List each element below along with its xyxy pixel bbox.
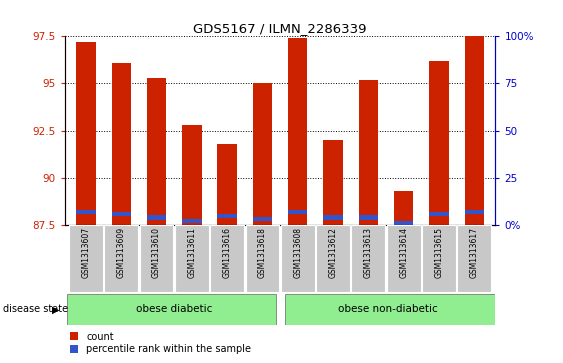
Bar: [76, 210, 96, 214]
Text: disease state: disease state: [3, 305, 68, 314]
Text: GSM1313612: GSM1313612: [329, 227, 338, 278]
Title: GDS5167 / ILMN_2286339: GDS5167 / ILMN_2286339: [193, 22, 367, 35]
Bar: [182, 125, 202, 225]
Text: obese non-diabetic: obese non-diabetic: [338, 305, 437, 314]
Bar: [387, 225, 421, 292]
Bar: [464, 36, 484, 225]
Bar: [288, 210, 307, 214]
Bar: [147, 215, 166, 220]
Bar: [217, 144, 237, 225]
Text: GSM1313607: GSM1313607: [82, 227, 91, 278]
Legend: count, percentile rank within the sample: count, percentile rank within the sample: [70, 331, 251, 355]
Bar: [111, 63, 131, 225]
Text: GSM1313610: GSM1313610: [152, 227, 161, 278]
Bar: [140, 225, 173, 292]
Bar: [394, 221, 413, 225]
Bar: [429, 212, 449, 216]
Bar: [245, 225, 279, 292]
Bar: [359, 80, 378, 225]
Bar: [359, 215, 378, 220]
Bar: [281, 225, 315, 292]
Bar: [351, 225, 385, 292]
Text: GSM1313609: GSM1313609: [117, 227, 126, 278]
Bar: [104, 225, 138, 292]
Text: GSM1313618: GSM1313618: [258, 227, 267, 278]
Bar: [285, 294, 495, 325]
Text: GSM1313611: GSM1313611: [187, 227, 196, 278]
Text: obese diabetic: obese diabetic: [136, 305, 212, 314]
Bar: [422, 225, 456, 292]
Text: GSM1313608: GSM1313608: [293, 227, 302, 278]
Text: GSM1313614: GSM1313614: [399, 227, 408, 278]
Bar: [457, 225, 491, 292]
Bar: [253, 83, 272, 225]
Bar: [394, 191, 413, 225]
Bar: [69, 225, 103, 292]
Bar: [323, 215, 343, 220]
Bar: [175, 225, 209, 292]
Bar: [217, 213, 237, 218]
Bar: [182, 219, 202, 223]
Text: GSM1313616: GSM1313616: [222, 227, 231, 278]
Bar: [147, 78, 166, 225]
Bar: [111, 212, 131, 216]
Text: GSM1313615: GSM1313615: [435, 227, 444, 278]
Bar: [66, 294, 275, 325]
Bar: [76, 42, 96, 225]
Bar: [210, 225, 244, 292]
Text: GSM1313617: GSM1313617: [470, 227, 479, 278]
Bar: [316, 225, 350, 292]
Bar: [464, 210, 484, 214]
Bar: [253, 217, 272, 221]
Bar: [429, 61, 449, 225]
Bar: [288, 38, 307, 225]
Text: GSM1313613: GSM1313613: [364, 227, 373, 278]
Bar: [323, 140, 343, 225]
Text: ▶: ▶: [52, 305, 59, 314]
